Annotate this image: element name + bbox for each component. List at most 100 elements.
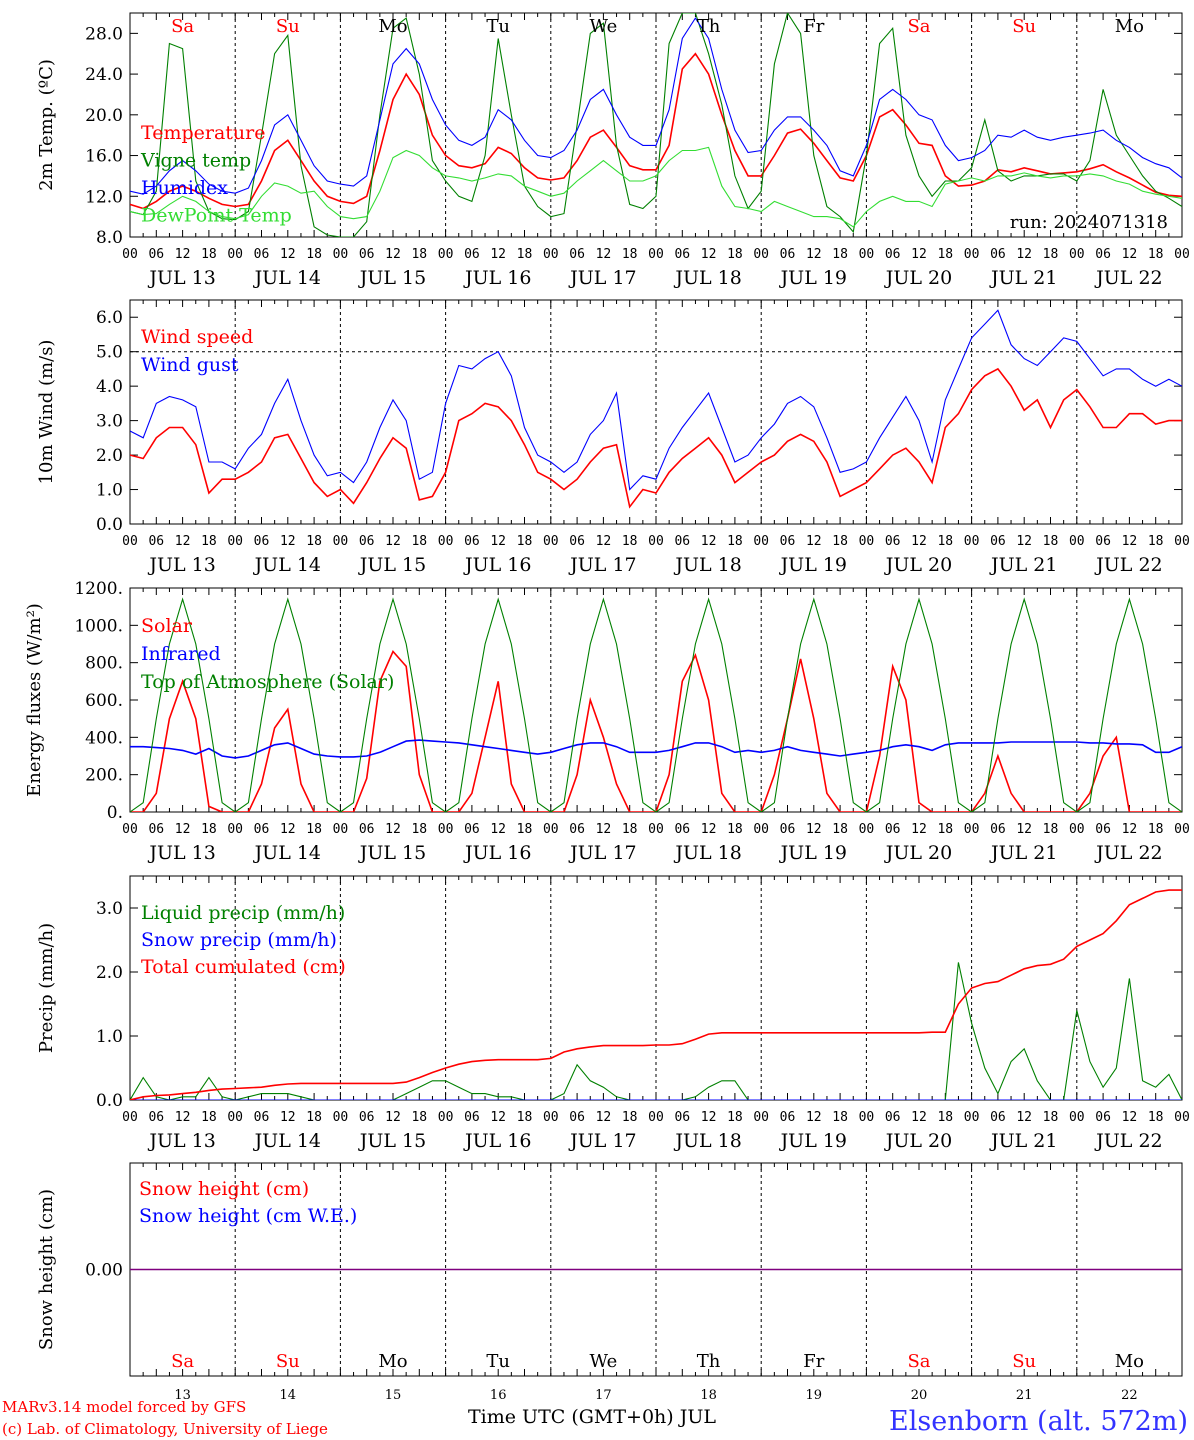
hour-tick-label: 18 [1043,534,1059,549]
hour-tick-label: 00 [122,1110,138,1125]
hour-tick-label: 00 [438,247,454,262]
y-tick-label: 12.0 [85,187,123,207]
hour-tick-label: 00 [1069,247,1085,262]
date-label: JUL 15 [358,267,426,289]
day-of-week-label: We [590,1351,618,1372]
hour-tick-label: 06 [674,1110,690,1125]
y-tick-label: 8.0 [96,228,123,248]
hour-tick-label: 00 [1069,822,1085,837]
hour-tick-label: 18 [937,534,953,549]
hour-tick-label: 06 [1095,247,1111,262]
series-line-wind-gust [130,309,1182,491]
hour-tick-label: 18 [201,822,217,837]
hour-tick-label: 06 [464,247,480,262]
plot-frame [129,12,1183,238]
series-group [130,309,1182,509]
legend-entry: DewPoint Temp [141,205,292,227]
hour-tick-label: 06 [990,1110,1006,1125]
date-label: JUL 21 [989,842,1057,864]
legend-entry: Snow height (cm) [139,1178,309,1200]
hour-tick-label: 00 [333,822,349,837]
y-tick-label: 2.0 [96,963,123,983]
hour-tick-label: 18 [517,247,533,262]
y-tick-label: 5.0 [96,343,123,363]
hour-tick-label: 06 [569,534,585,549]
date-label: JUL 15 [358,1130,426,1152]
hour-tick-label: 06 [148,534,164,549]
legend-entry: Vigne temp [140,150,251,172]
hour-tick-label: 12 [701,534,717,549]
series-line-humidex [130,17,1182,195]
hour-tick-label: 06 [569,247,585,262]
date-label: JUL 13 [147,267,215,289]
date-label: JUL 20 [884,842,952,864]
date-label: JUL 20 [884,554,952,576]
hour-tick-label: 18 [411,247,427,262]
hour-tick-label: 18 [622,247,638,262]
hour-tick-label: 18 [306,534,322,549]
hour-tick-label: 00 [859,247,875,262]
hour-tick-label: 12 [175,1110,191,1125]
day-number-label: 15 [385,1388,402,1403]
hour-tick-label: 18 [411,1110,427,1125]
y-tick-label: 800. [85,654,123,674]
date-label: JUL 13 [147,554,215,576]
hour-tick-label: 06 [359,247,375,262]
day-number-label: 22 [1121,1388,1138,1403]
day-of-week-label: Sa [171,1351,194,1372]
hour-tick-label: 00 [648,1110,664,1125]
hour-tick-label: 12 [490,534,506,549]
series-line-total-cumulated-cm- [130,889,1182,1100]
hour-tick-label: 18 [411,534,427,549]
hour-tick-label: 12 [806,1110,822,1125]
y-tick-label: 16.0 [85,147,123,167]
series-line-solar [130,650,1182,812]
hour-tick-label: 18 [727,1110,743,1125]
legend-entry: Snow precip (mm/h) [141,929,337,951]
hour-tick-label: 18 [517,534,533,549]
hour-tick-label: 00 [753,822,769,837]
plot-frame [129,587,1183,813]
hour-tick-label: 06 [885,247,901,262]
hour-tick-label: 12 [596,1110,612,1125]
hour-tick-label: 06 [674,534,690,549]
hour-tick-label: 00 [122,247,138,262]
hour-tick-label: 06 [569,822,585,837]
hour-tick-label: 18 [622,534,638,549]
hour-tick-label: 12 [806,247,822,262]
day-number-label: 21 [1016,1388,1033,1403]
y-tick-label: 0.0 [96,515,123,535]
day-of-week-label: Tu [486,1351,510,1372]
series-group [130,889,1182,1100]
hour-tick-label: 12 [701,247,717,262]
hour-tick-label: 06 [254,822,270,837]
date-label: JUL 21 [989,1130,1057,1152]
hour-tick-label: 12 [1016,247,1032,262]
y-tick-label: 3.0 [96,412,123,432]
hour-tick-label: 18 [201,247,217,262]
hour-tick-label: 00 [543,1110,559,1125]
date-label: JUL 22 [1094,842,1162,864]
hour-tick-label: 00 [1174,247,1190,262]
date-label: JUL 22 [1094,1130,1162,1152]
date-label: JUL 21 [989,554,1057,576]
series-line-infrared [130,739,1182,759]
hour-tick-label: 12 [911,247,927,262]
day-of-week-label: Mo [1115,16,1144,37]
y-tick-label: 6.0 [96,308,123,328]
day-of-week-label: Sa [171,16,194,37]
hour-tick-label: 12 [911,822,927,837]
y-axis-title: 10m Wind (m/s) [36,340,57,485]
hour-tick-label: 06 [885,1110,901,1125]
y-axis-title: Snow height (cm) [36,1189,57,1350]
hour-tick-label: 00 [543,822,559,837]
day-of-week-label: Fr [803,16,824,37]
hour-tick-label: 12 [280,534,296,549]
day-of-week-label: Sa [907,1351,930,1372]
day-of-week-label: Fr [803,1351,824,1372]
series-line-liquid-precip-mm-h- [130,962,1182,1100]
series-line-wind-speed [130,367,1182,509]
xaxis-title: Time UTC (GMT+0h) JUL [468,1406,716,1428]
hour-tick-label: 18 [1148,1110,1164,1125]
